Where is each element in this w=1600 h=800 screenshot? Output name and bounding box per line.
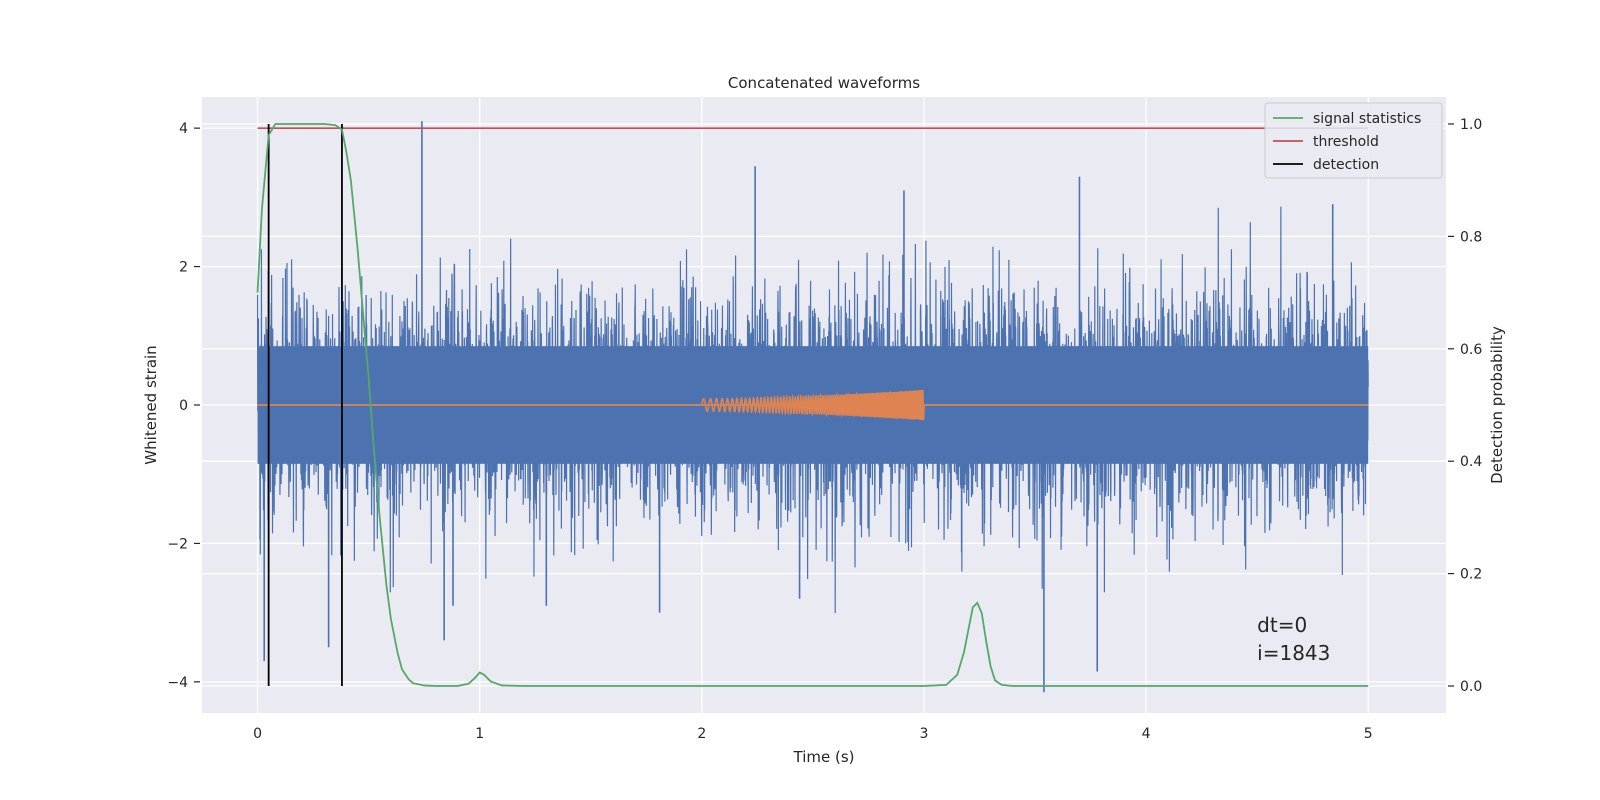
x-tick-label: 2 [697, 726, 706, 742]
plot-layer [202, 97, 1446, 713]
y2-tick-label: 0.8 [1460, 229, 1482, 245]
x-tick-label: 4 [1142, 726, 1151, 742]
y2-tick-label: 1.0 [1460, 117, 1482, 133]
annotation-dt: dt=0 [1257, 613, 1307, 637]
x-tick-label: 3 [920, 726, 929, 742]
y-tick-label: −2 [167, 536, 188, 552]
legend-box [1264, 102, 1443, 179]
plot-clip-group [256, 121, 1369, 693]
x-tick-label: 1 [475, 726, 484, 742]
chirp-series-line [701, 389, 925, 421]
y-tick-label: −4 [167, 675, 188, 691]
y2-tick-label: 0.2 [1460, 567, 1482, 583]
y-tick-label: 0 [179, 398, 188, 414]
y-tick-label: 2 [179, 260, 188, 276]
x-tick-label: 5 [1364, 726, 1373, 742]
y2-axis-label: Detection probability [1488, 326, 1506, 484]
legend-label: detection [1313, 157, 1379, 173]
y-axis-label: Whitened strain [142, 345, 160, 464]
y2-tick-label: 0.0 [1460, 679, 1482, 695]
x-tick-label: 0 [253, 726, 262, 742]
annotation-i: i=1843 [1257, 641, 1330, 665]
y2-tick-label: 0.4 [1460, 454, 1482, 470]
signal-statistics-line [256, 123, 1369, 687]
x-axis-label: Time (s) [793, 748, 855, 766]
legend-label: signal statistics [1313, 111, 1421, 127]
chart-title: Concatenated waveforms [728, 74, 920, 92]
y2-tick-label: 0.6 [1460, 342, 1482, 358]
legend: signal statistics threshold detection [1264, 102, 1443, 179]
y-tick-label: 4 [179, 121, 188, 137]
legend-label: threshold [1313, 134, 1379, 150]
